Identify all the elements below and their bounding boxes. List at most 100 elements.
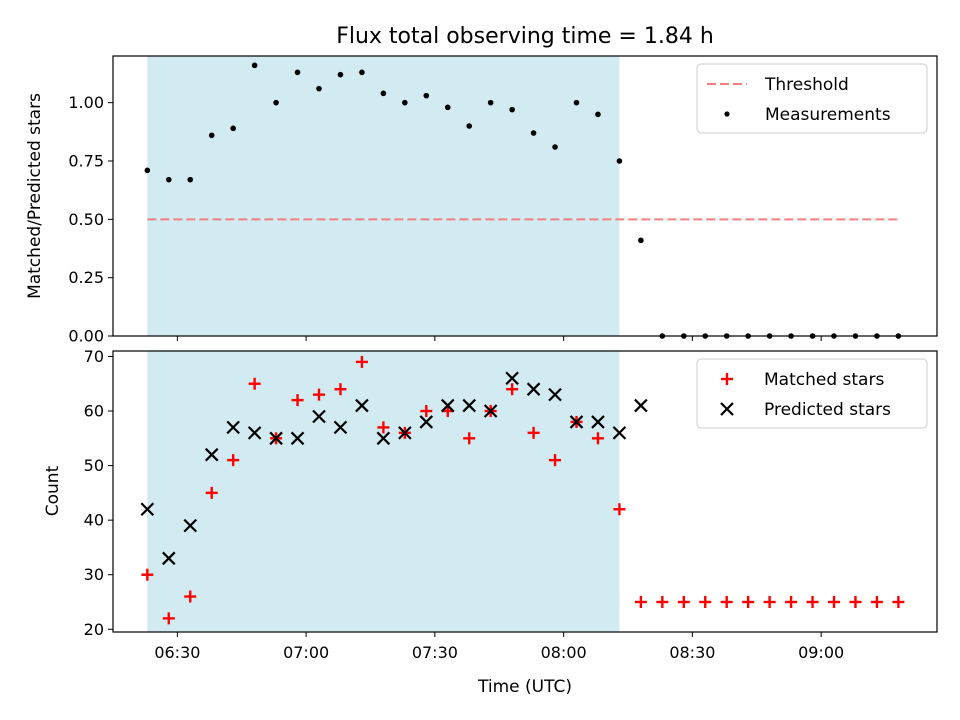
measurement-point	[359, 69, 365, 76]
bottom-axes-frame	[112, 350, 938, 633]
matched-star-point	[420, 405, 433, 418]
measurement-point	[251, 62, 258, 69]
bottom-y-tick-label: 40	[84, 511, 104, 530]
matched-star-point	[806, 595, 819, 608]
matched-star-point	[162, 612, 175, 625]
matched-star-point	[677, 595, 690, 608]
x-tick-label: 08:30	[669, 643, 715, 662]
top-y-axis-label: Matched/Predicted stars	[25, 93, 45, 299]
predicted-star-point	[312, 409, 326, 424]
matched-star-point	[892, 595, 905, 608]
top-panel: 0.00 0.25 0.50 0.75 1.00	[68, 55, 938, 346]
matched-star-point	[634, 595, 647, 608]
legend-predicted-label: Predicted stars	[764, 400, 891, 420]
bottom-panel: 20 30 40 50 60 70 06:30 07:00 07:30 08:00 08:30 09:…	[84, 347, 938, 662]
predicted-star-point	[440, 398, 455, 413]
predicted-star-point	[355, 398, 369, 413]
matched-star-point	[763, 595, 776, 608]
measurement-point	[509, 106, 515, 113]
matched-star-point	[656, 595, 669, 608]
measurement-point	[208, 132, 215, 139]
legend-measurements-swatch	[724, 111, 730, 117]
predicted-star-point	[398, 426, 412, 440]
measurement-point	[380, 90, 387, 97]
measurement-point	[402, 99, 408, 106]
measurement-point	[573, 99, 580, 106]
predicted-star-point	[333, 420, 348, 435]
matched-star-point	[227, 454, 240, 467]
matched-star-point	[785, 595, 798, 608]
measurement-point	[466, 123, 473, 129]
predicted-star-point	[612, 426, 627, 440]
bottom-observing-span	[147, 351, 620, 632]
x-tick-label: 09:00	[798, 643, 844, 662]
predicted-star-point	[226, 420, 240, 435]
matched-star-point	[849, 595, 862, 608]
matched-star-point	[205, 486, 218, 499]
matched-star-point	[699, 595, 712, 608]
matched-star-point	[549, 454, 562, 467]
top-axes-frame	[112, 55, 938, 337]
predicted-star-point	[505, 371, 519, 386]
top-observing-span	[147, 56, 620, 336]
matched-star-point	[463, 432, 476, 445]
predicted-star-point	[419, 415, 434, 429]
matched-star-point	[313, 388, 325, 401]
matched-star-point	[141, 568, 154, 581]
predicted-star-point	[462, 398, 476, 413]
measurement-point	[552, 144, 558, 150]
measurement-point	[616, 158, 623, 164]
x-tick-label: 07:00	[283, 643, 329, 662]
matched-star-point	[613, 503, 626, 516]
measurement-point	[444, 104, 451, 111]
legend-matched-label: Matched stars	[764, 370, 884, 390]
top-y-tick-label: 0.75	[68, 152, 104, 171]
top-legend: Threshold Measurements	[696, 63, 928, 134]
measurement-point	[144, 167, 151, 174]
predicted-star-point	[247, 426, 262, 440]
matched-star-point	[720, 595, 733, 608]
measurement-point	[423, 92, 430, 99]
matched-star-point	[377, 421, 390, 434]
measurement-point	[316, 85, 322, 92]
x-axis-label: Time (UTC)	[477, 677, 572, 697]
bottom-y-axis-label: Count	[43, 465, 63, 516]
legend-threshold-label: Threshold	[764, 75, 849, 95]
x-tick-label: 08:00	[541, 643, 587, 662]
bottom-y-tick-label: 70	[84, 347, 104, 366]
legend-predicted-swatch	[720, 402, 734, 416]
matched-star-point	[291, 394, 304, 407]
matched-star-point	[334, 383, 347, 396]
predicted-star-point	[269, 431, 283, 446]
predicted-star-point	[376, 431, 391, 446]
measurement-point	[187, 176, 194, 183]
matched-star-point	[742, 595, 755, 608]
measurement-point	[230, 125, 236, 132]
measurement-point	[530, 130, 537, 136]
predicted-star-point	[162, 551, 176, 566]
matched-star-point	[248, 377, 261, 390]
matched-star-point	[828, 595, 840, 608]
matched-star-point	[355, 355, 368, 368]
chart-title: Flux total observing time = 1.84 h	[336, 24, 714, 49]
x-tick-label: 07:30	[412, 643, 458, 662]
measurement-point	[487, 99, 494, 106]
measurement-point	[638, 237, 644, 244]
legend-measurements-label: Measurements	[765, 105, 891, 125]
matched-star-point	[506, 383, 519, 396]
matched-star-point	[870, 595, 883, 608]
measurement-point	[337, 71, 344, 78]
top-y-tick-label: 1.00	[68, 93, 104, 112]
top-y-tick-label: 0.50	[68, 210, 104, 229]
measurement-point	[595, 111, 601, 118]
bottom-y-tick-label: 50	[84, 456, 104, 475]
matched-star-point	[184, 590, 197, 603]
measurement-point	[165, 176, 172, 183]
predicted-star-point	[591, 415, 605, 429]
predicted-star-point	[483, 404, 498, 418]
measurement-point	[273, 99, 279, 106]
bottom-legend: Matched stars Predicted stars	[696, 358, 928, 429]
bottom-y-tick-label: 20	[84, 620, 104, 639]
bottom-y-tick-label: 60	[84, 402, 104, 421]
